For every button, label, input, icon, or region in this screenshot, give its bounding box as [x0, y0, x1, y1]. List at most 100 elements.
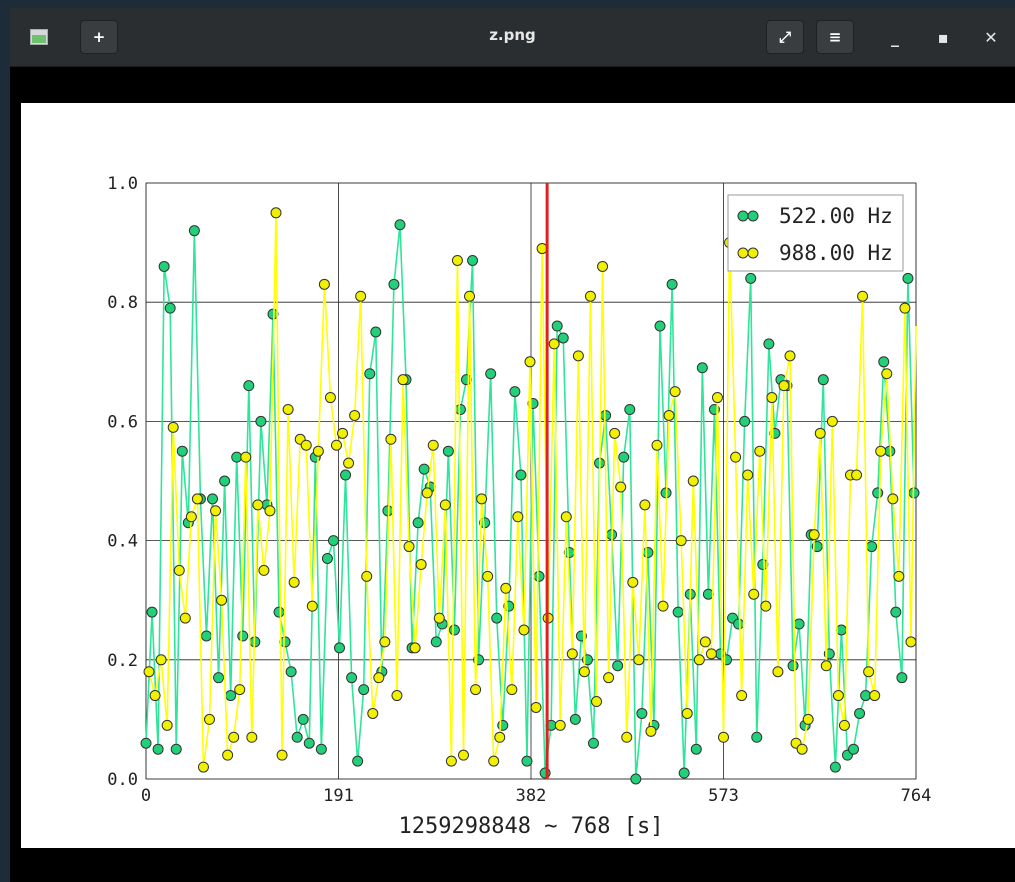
data-point — [678, 767, 690, 779]
data-point — [521, 755, 533, 767]
menu-button[interactable]: ≡ — [816, 20, 854, 54]
data-point — [835, 624, 847, 636]
data-point — [337, 427, 349, 439]
data-point — [146, 606, 158, 618]
data-point — [754, 445, 766, 457]
data-point — [796, 743, 808, 755]
data-point — [518, 624, 530, 636]
data-point — [609, 427, 621, 439]
data-point — [808, 529, 820, 541]
data-point — [557, 332, 569, 344]
data-point — [687, 475, 699, 487]
data-point — [787, 660, 799, 672]
y-tick-label: 0.2 — [107, 651, 138, 671]
minimize-button[interactable]: _ — [878, 20, 912, 54]
data-point — [654, 320, 666, 332]
data-point — [454, 403, 466, 415]
data-point — [361, 570, 373, 582]
data-point — [312, 445, 324, 457]
image-icon — [30, 29, 48, 45]
data-point — [367, 707, 379, 719]
maximize-icon: ▪ — [937, 27, 949, 47]
data-point — [878, 356, 890, 368]
data-point — [161, 719, 173, 731]
data-point — [176, 445, 188, 457]
image-icon — [22, 20, 56, 54]
data-point — [464, 290, 476, 302]
data-point — [536, 243, 548, 255]
data-point — [675, 535, 687, 547]
data-point — [494, 731, 506, 743]
data-point — [170, 743, 182, 755]
data-point — [566, 648, 578, 660]
data-point — [255, 415, 267, 427]
data-point — [826, 415, 838, 427]
data-point — [167, 421, 179, 433]
maximize-button[interactable]: ▪ — [926, 20, 960, 54]
data-point — [772, 666, 784, 678]
data-point — [228, 731, 240, 743]
data-point — [240, 451, 252, 463]
data-point — [352, 755, 364, 767]
data-point — [270, 207, 282, 219]
data-point — [587, 737, 599, 749]
data-point — [370, 326, 382, 338]
hamburger-menu-icon: ≡ — [828, 28, 842, 46]
data-point — [651, 439, 663, 451]
data-point — [343, 457, 355, 469]
data-point — [321, 552, 333, 564]
data-point — [811, 541, 823, 553]
data-point — [524, 356, 536, 368]
tick-labels: 0 191 382 573 764 0.0 0.2 0.4 0.6 0.8 1.0 — [107, 174, 931, 806]
data-point — [403, 541, 415, 553]
data-point — [672, 606, 684, 618]
data-point — [388, 278, 400, 290]
data-point — [303, 737, 315, 749]
data-point — [297, 713, 309, 725]
data-point — [627, 576, 639, 588]
fullscreen-button[interactable]: ⤢ — [766, 20, 804, 54]
new-tab-button[interactable]: + — [80, 20, 118, 54]
data-point — [191, 493, 203, 505]
x-tick-label: 764 — [901, 786, 932, 806]
data-point — [439, 499, 451, 511]
data-point — [467, 254, 479, 266]
data-point — [433, 612, 445, 624]
data-point — [890, 606, 902, 618]
data-point — [899, 302, 911, 314]
data-point — [246, 731, 258, 743]
data-point — [642, 547, 654, 559]
data-point — [207, 493, 219, 505]
data-point — [430, 636, 442, 648]
data-point — [140, 737, 152, 749]
data-point — [197, 761, 209, 773]
data-point — [848, 743, 860, 755]
data-point — [896, 672, 908, 684]
data-point — [273, 606, 285, 618]
data-point — [591, 696, 603, 708]
data-point — [693, 654, 705, 666]
y-tick-label: 1.0 — [107, 174, 138, 194]
data-point — [860, 690, 872, 702]
data-point — [554, 719, 566, 731]
data-point — [358, 684, 370, 696]
data-point — [512, 511, 524, 523]
data-point — [315, 743, 327, 755]
window-title: z.png — [489, 26, 536, 44]
legend-box — [727, 194, 904, 272]
series-layer — [140, 207, 920, 785]
close-button[interactable]: ✕ — [974, 20, 1008, 54]
data-point — [330, 439, 342, 451]
data-point — [500, 582, 512, 594]
data-point — [210, 505, 222, 517]
data-point — [814, 427, 826, 439]
data-point — [373, 672, 385, 684]
data-point — [334, 642, 346, 654]
data-point — [560, 511, 572, 523]
data-point — [597, 260, 609, 272]
data-point — [155, 654, 167, 666]
data-point — [530, 701, 542, 713]
data-point — [645, 725, 657, 737]
data-point — [866, 541, 878, 553]
legend-label: 522.00 Hz — [779, 204, 893, 228]
